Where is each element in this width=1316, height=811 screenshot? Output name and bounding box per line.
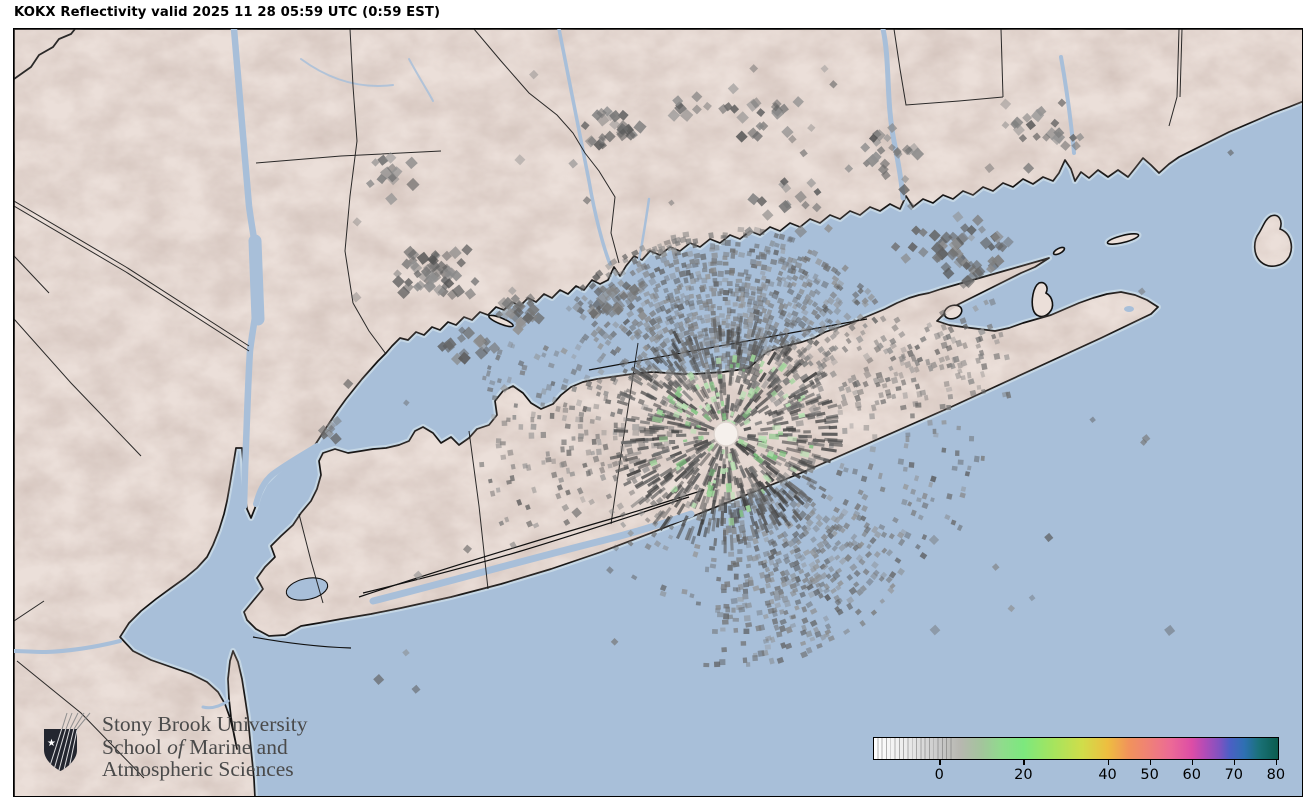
thames-river bbox=[1059, 55, 1076, 155]
map-canvas bbox=[14, 29, 1302, 796]
colorbar-tick bbox=[1149, 760, 1151, 765]
colorbar-tick-label: 80 bbox=[1266, 767, 1286, 783]
raritan-river bbox=[14, 639, 122, 655]
colorbar-tick-label: 0 bbox=[934, 767, 944, 783]
colorbar-tick bbox=[1191, 760, 1194, 765]
shield-star-icon: ★ bbox=[47, 738, 56, 749]
figure-title: KOKX Reflectivity valid 2025 11 28 05:59… bbox=[14, 5, 441, 20]
colorbar-tick bbox=[1275, 760, 1278, 765]
colorbar-tick bbox=[1023, 760, 1025, 765]
east-river bbox=[253, 443, 320, 507]
colorbar-tick-label: 60 bbox=[1182, 767, 1201, 783]
logo-text: Stony Brook University School of Marine … bbox=[102, 713, 362, 781]
colorbar-tick bbox=[1107, 760, 1109, 765]
colorbar-tick-label: 50 bbox=[1140, 767, 1159, 783]
logo-line-2: School of Marine and bbox=[102, 734, 288, 759]
rivers bbox=[14, 29, 1076, 710]
lake-montauk bbox=[1124, 306, 1134, 312]
colorbar-stripe-region bbox=[874, 738, 954, 759]
housatonic-river bbox=[557, 29, 612, 266]
connecticut-river bbox=[880, 29, 906, 201]
colorbar-tick bbox=[1233, 760, 1236, 765]
south-shore-lagoon bbox=[369, 510, 695, 605]
colorbar-tick bbox=[939, 760, 941, 765]
colorbar-tick-label: 20 bbox=[1014, 767, 1033, 783]
logo-line-3: Atmospheric Sciences bbox=[102, 757, 294, 781]
radar-echo-layer bbox=[317, 64, 1235, 694]
barrier-island-line bbox=[358, 489, 705, 598]
county-boundaries bbox=[14, 29, 1183, 779]
stony-brook-logo: ★ Stony Brook University School of Marin… bbox=[41, 705, 307, 781]
colorbar-tick-label: 70 bbox=[1224, 767, 1244, 783]
rockaway-spit-line bbox=[252, 636, 352, 649]
stony-brook-shield-icon: ★ bbox=[44, 712, 91, 771]
colorbar-gradient bbox=[873, 737, 1279, 760]
logo-line-1: Stony Brook University bbox=[102, 712, 308, 736]
radar-site-donut bbox=[713, 421, 739, 447]
colorbar: 0 20 40 50 60 70 80 bbox=[873, 737, 1285, 793]
inner-shore-line bbox=[362, 496, 690, 594]
colorbar-tick-label: 40 bbox=[1098, 767, 1117, 783]
radar-map: ★ Stony Brook University School of Marin… bbox=[13, 28, 1303, 797]
